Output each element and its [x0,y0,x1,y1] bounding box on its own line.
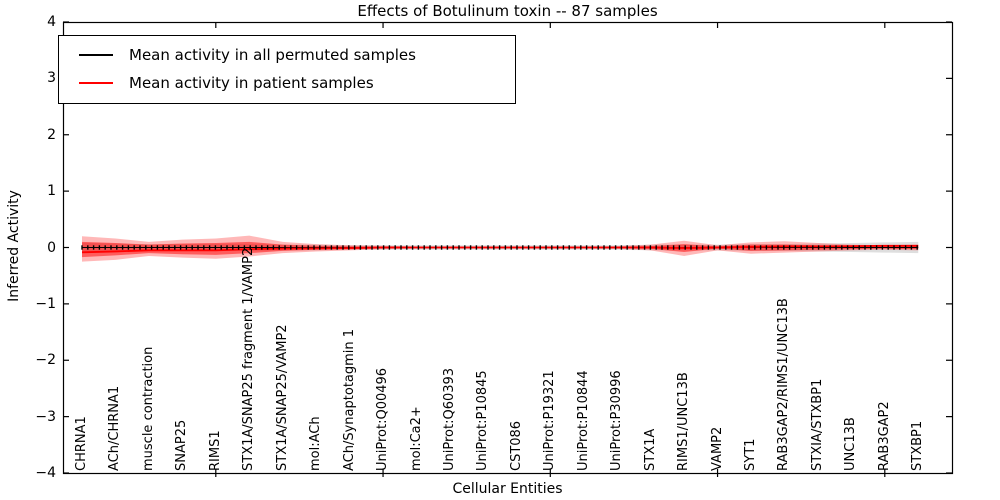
legend-item-patient: Mean activity in patient samples [59,69,515,97]
x-tick-label: muscle contraction [140,346,156,471]
red-line-swatch-icon [79,82,113,84]
x-tick-label: STX1A [642,428,658,471]
x-tick-label: UniProt:P10845 [475,370,491,471]
x-tick-label: UNC13B [843,417,859,471]
x-tick-label: mol:ACh [308,416,324,471]
x-tick-label: STX1A/SNAP25/VAMP2 [274,324,290,471]
x-tick-label: RIMS1 [207,430,223,471]
x-tick-label: SYT1 [743,438,758,471]
x-tick-label: STXBP1 [910,420,926,471]
x-tick-label: SNAP25 [174,419,190,471]
y-tick-label: 4 [47,14,56,30]
x-tick-label: UniProt:P10844 [575,370,591,471]
x-tick-label: STX1A/SNAP25 fragment 1/VAMP2 [241,247,257,471]
x-tick-label: UniProt:Q00496 [375,367,391,471]
y-tick-label: 2 [47,126,56,143]
x-tick-label: mol:Ca2+ [408,406,424,471]
legend-label-permuted: Mean activity in all permuted samples [129,46,416,64]
y-tick-label: −4 [35,465,56,481]
y-tick-label: −1 [35,295,56,312]
y-tick-label: 1 [47,183,56,200]
legend: Mean activity in all permuted samples Me… [58,35,516,104]
x-tick-label: VAMP2 [709,426,725,471]
y-tick-label: 0 [47,239,56,256]
x-tick-label: UniProt:P30996 [609,370,625,471]
black-line-swatch-icon [79,54,113,56]
x-tick-label: CST086 [508,420,524,471]
x-tick-label: UniProt:Q60393 [441,367,457,471]
legend-label-patient: Mean activity in patient samples [129,74,374,92]
x-tick-label: RIMS1/UNC13B [676,372,692,471]
x-tick-label: ACh/CHRNA1 [107,385,123,471]
y-tick-label: 3 [47,70,56,87]
x-tick-label: RAB3GAP2 [876,401,892,471]
y-tick-label: −3 [35,408,56,425]
x-tick-label: CHRNA1 [74,416,89,471]
chart-title: Effects of Botulinum toxin -- 87 samples [357,2,658,20]
x-tick-label: RAB3GAP2/RIMS1/UNC13B [776,298,792,471]
y-tick-label: −2 [35,352,56,369]
x-axis-label: Cellular Entities [452,481,563,497]
legend-item-permuted: Mean activity in all permuted samples [59,41,515,69]
x-tick-label: UniProt:P19321 [542,370,558,471]
x-tick-label: STXIA/STXBP1 [809,378,825,471]
x-tick-label: ACh/Synaptotagmin 1 [341,328,357,471]
